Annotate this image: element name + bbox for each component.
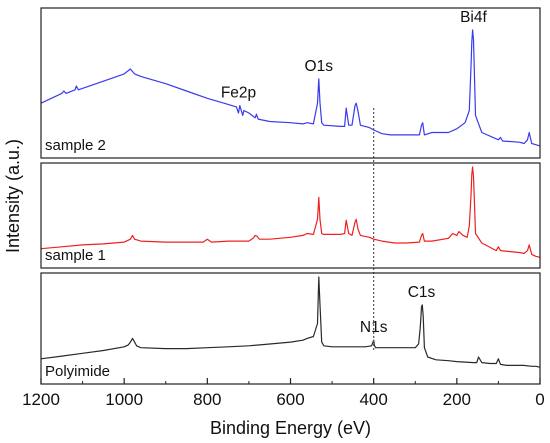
peak-label-o1s: O1s [305, 58, 334, 75]
spectrum-line-sample-1 [40, 166, 541, 258]
x-tick-label: 0 [535, 390, 544, 409]
panel-label-3: Polyimide [45, 363, 110, 380]
x-tick-label: 1200 [22, 390, 60, 409]
panel-label-2: sample 1 [45, 247, 106, 264]
panel-layer: sample 2 sample 1 Polyimide [40, 29, 541, 380]
x-tick-label: 200 [443, 390, 471, 409]
peak-annotations: Bi4f O1s Fe2p N1s C1s [221, 9, 488, 336]
panel-frame-2 [40, 162, 541, 269]
x-tick-label: 800 [193, 390, 221, 409]
x-axis-title: Binding Energy (eV) [210, 418, 371, 438]
panel-label-1: sample 2 [45, 137, 106, 154]
spectrum-line-polyimide [40, 276, 541, 368]
y-axis-title: Intensity (a.u.) [3, 139, 23, 253]
panel-frame-3 [40, 272, 541, 385]
x-tick-label: 600 [276, 390, 304, 409]
peak-label-fe2p: Fe2p [221, 85, 256, 102]
x-tick-label: 400 [359, 390, 387, 409]
peak-label-n1s: N1s [360, 319, 388, 336]
axes-frame [40, 7, 541, 385]
x-tick-label: 1000 [105, 390, 143, 409]
peak-label-c1s: C1s [408, 284, 436, 301]
x-axis-ticks: 1200 1000 800 600 400 200 0 [22, 378, 545, 409]
panel-frame-1 [40, 7, 541, 159]
spectrum-line-sample-2 [40, 29, 541, 147]
peak-label-bi4f: Bi4f [460, 9, 487, 26]
